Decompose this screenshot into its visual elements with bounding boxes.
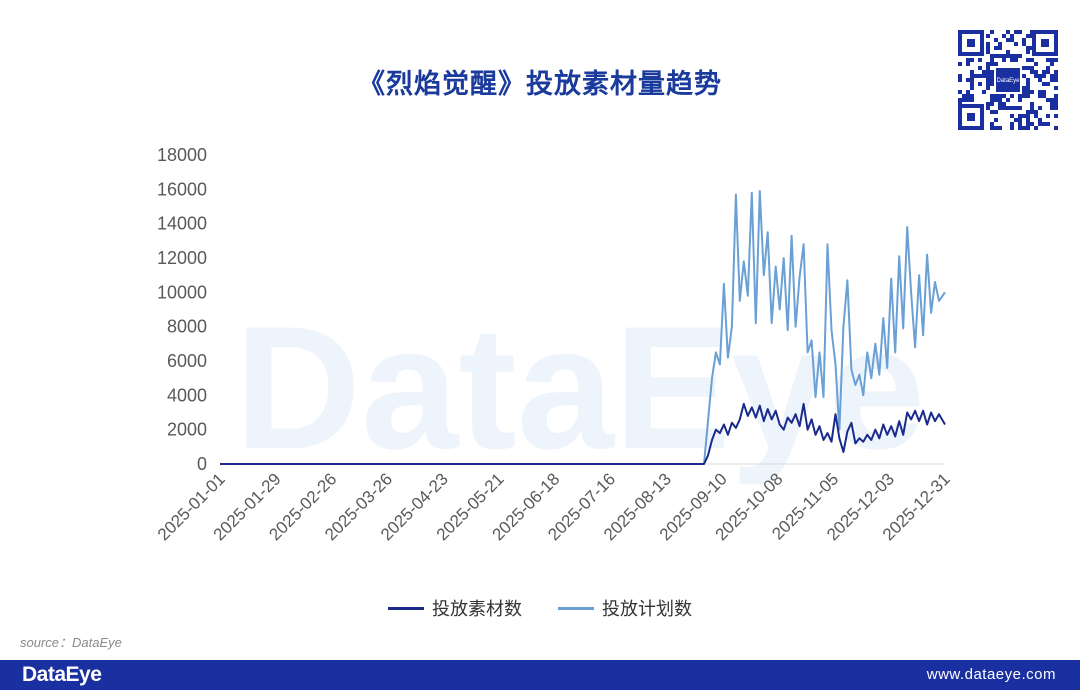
legend-swatch-series2 <box>558 606 594 610</box>
y-tick-label: 18000 <box>157 145 207 165</box>
watermark-text: DataEye <box>235 291 926 486</box>
legend-swatch-series1 <box>388 606 424 610</box>
qr-code-icon: DataEye <box>958 30 1058 130</box>
y-tick-label: 16000 <box>157 179 207 199</box>
y-tick-label: 14000 <box>157 214 207 234</box>
qr-center-text: DataEye <box>996 78 1020 84</box>
y-tick-label: 12000 <box>157 248 207 268</box>
chart-title: 《烈焰觉醒》投放素材量趋势 <box>358 69 722 100</box>
series-line-plans <box>220 190 946 465</box>
chart-legend: 投放素材数 投放计划数 <box>0 595 1080 621</box>
y-tick-label: 6000 <box>167 351 207 371</box>
legend-item-series2: 投放计划数 <box>558 595 692 621</box>
footer-logo: DataEye <box>22 663 102 686</box>
y-tick-label: 4000 <box>167 385 207 405</box>
y-tick-label: 8000 <box>167 317 207 337</box>
footer-bar: DataEye www.dataeye.com <box>0 660 1080 690</box>
y-tick-label: 10000 <box>157 282 207 302</box>
source-note: source：DataEye <box>20 635 122 650</box>
series-line-materials <box>220 402 946 465</box>
y-tick-label: 0 <box>197 454 207 474</box>
legend-label-series1: 投放素材数 <box>432 599 522 620</box>
y-tick-label: 2000 <box>167 420 207 440</box>
legend-label-series2: 投放计划数 <box>602 599 692 620</box>
legend-item-series1: 投放素材数 <box>388 595 522 621</box>
footer-url[interactable]: www.dataeye.com <box>926 666 1056 683</box>
